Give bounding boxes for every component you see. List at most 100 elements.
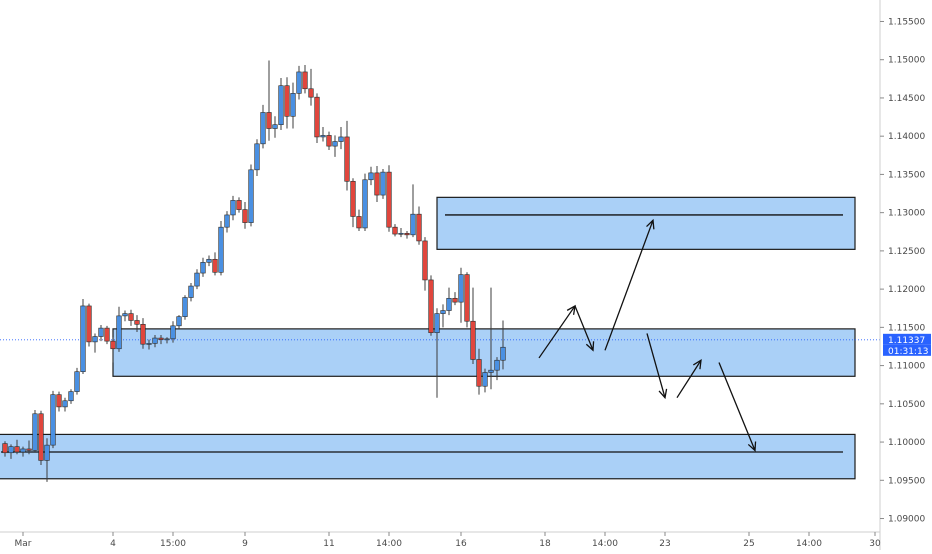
candle[interactable] [440,304,446,328]
candle[interactable] [134,315,140,332]
candle[interactable] [302,65,308,94]
candle[interactable] [362,173,368,231]
candle[interactable] [212,252,218,276]
price-axis[interactable]: 1.15500 1.15000 1.14500 1.14000 1.13500 1.130… [879,0,931,550]
candle[interactable] [350,178,356,228]
time-axis[interactable]: Mar 4 15:00 9 11 14:00 16 18 14:00 23 25 14:00 30 [0,531,881,549]
candle[interactable] [416,206,422,245]
candle[interactable] [62,397,68,412]
candle[interactable] [398,227,404,238]
candle[interactable] [296,65,302,100]
candle[interactable] [170,321,176,343]
candle[interactable] [2,441,8,457]
candle[interactable] [128,309,134,326]
candle[interactable] [188,283,194,302]
candle[interactable] [374,166,380,202]
candle[interactable] [500,320,506,370]
candle[interactable] [218,221,224,276]
zone-rectangle[interactable] [112,328,856,377]
candle[interactable] [140,318,146,349]
candle[interactable] [476,348,482,395]
candle[interactable] [152,335,158,348]
candle[interactable] [236,197,242,213]
candle[interactable] [260,104,266,149]
candle[interactable] [44,438,50,482]
candle[interactable] [242,201,248,229]
candle[interactable] [278,78,284,131]
candle[interactable] [56,391,62,412]
candle[interactable] [392,224,398,237]
candle[interactable] [338,127,344,150]
candle[interactable] [224,211,230,233]
candle[interactable] [308,68,314,106]
candle[interactable] [272,116,278,138]
candle[interactable] [74,367,80,395]
candle[interactable] [254,139,260,176]
candle-body [74,371,80,392]
candle[interactable] [458,267,464,323]
arrow-head [646,218,655,230]
candle[interactable] [92,333,98,353]
candle[interactable] [452,292,458,306]
candle[interactable] [104,325,110,345]
candle[interactable] [314,93,320,144]
candle[interactable] [158,335,164,345]
candle[interactable] [164,337,170,344]
zone-rectangle[interactable] [0,433,856,480]
candle[interactable] [20,446,26,457]
zone-rectangle[interactable] [436,196,856,250]
projection-arrow[interactable] [574,305,595,352]
candle[interactable] [116,306,122,352]
candle[interactable] [344,120,350,191]
projection-arrow[interactable] [646,333,668,400]
candle[interactable] [32,409,38,453]
candle[interactable] [332,135,338,157]
candle[interactable] [482,368,488,393]
candle[interactable] [428,275,434,336]
candle[interactable] [50,390,56,449]
candle[interactable] [410,184,416,238]
candle[interactable] [38,410,44,465]
projection-arrow[interactable] [676,358,702,399]
candle[interactable] [356,209,362,231]
candle[interactable] [488,287,494,390]
candle[interactable] [386,165,392,232]
price-tick-label: 1.12000 [888,285,925,295]
candle[interactable] [326,131,332,150]
candle[interactable] [176,315,182,329]
projection-arrow[interactable] [604,218,655,351]
candle[interactable] [8,444,14,459]
candle[interactable] [110,337,116,363]
candle[interactable] [380,169,386,199]
candle[interactable] [80,299,86,374]
candle[interactable] [470,287,476,365]
candle[interactable] [194,269,200,290]
candle[interactable] [26,440,32,455]
candle[interactable] [68,389,74,404]
candle[interactable] [146,339,152,350]
candle[interactable] [320,127,326,142]
candle[interactable] [446,287,452,316]
candle[interactable] [122,310,128,322]
candle[interactable] [284,77,290,129]
candle[interactable] [248,164,254,227]
candle[interactable] [182,295,188,320]
candle[interactable] [14,439,20,455]
candle[interactable] [494,357,500,381]
candle[interactable] [368,166,374,186]
candle[interactable] [404,231,410,239]
candle[interactable] [290,82,296,129]
candle[interactable] [98,325,104,342]
candle[interactable] [230,195,236,221]
candle[interactable] [200,257,206,277]
candle[interactable] [206,255,212,267]
projection-arrow[interactable] [718,362,757,452]
candle[interactable] [266,60,272,141]
candle[interactable] [86,303,92,347]
candle[interactable] [422,237,428,291]
candle[interactable] [434,308,440,398]
candle[interactable] [464,272,470,328]
